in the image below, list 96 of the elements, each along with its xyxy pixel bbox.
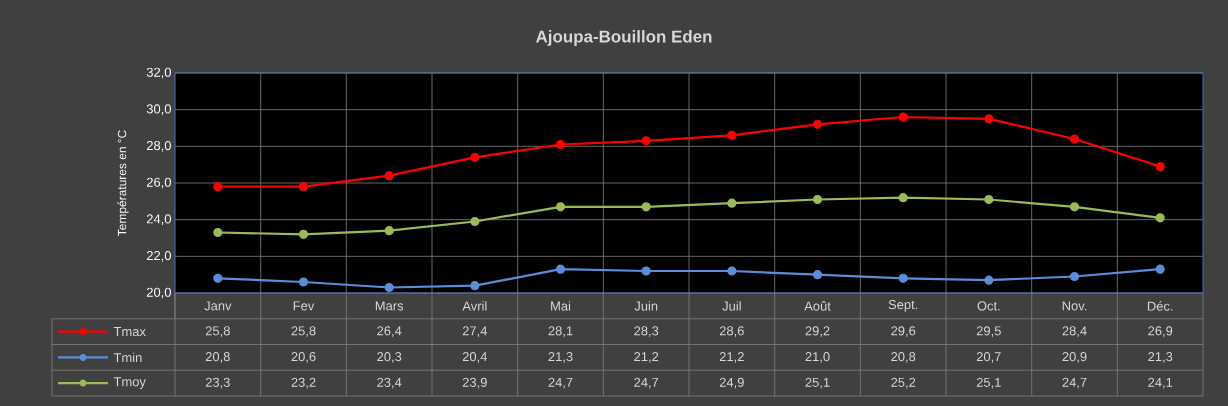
point xyxy=(1069,134,1080,144)
y-tick-label: 30,0 xyxy=(146,104,171,116)
data-label: 24,7 xyxy=(1062,377,1087,389)
point xyxy=(984,114,994,124)
data-label: 23,2 xyxy=(291,377,316,389)
point xyxy=(298,182,309,192)
x-tick-label: Fev xyxy=(293,301,315,311)
data-label: 24,9 xyxy=(719,377,744,389)
data-label: 23,3 xyxy=(205,377,230,389)
point xyxy=(555,264,566,274)
data-label: 23,9 xyxy=(462,377,487,389)
point xyxy=(1155,161,1165,172)
y-tick-label: 20,0 xyxy=(146,287,171,299)
point xyxy=(727,198,737,208)
data-label: 20,6 xyxy=(291,352,316,363)
x-tick-label: Janv xyxy=(204,301,232,311)
y-tick-label: 28,0 xyxy=(146,140,171,152)
data-label: 26,9 xyxy=(1148,326,1173,337)
point xyxy=(213,273,223,283)
data-label: 20,3 xyxy=(377,352,402,363)
data-label: 25,2 xyxy=(891,377,916,389)
x-tick-label: Oct. xyxy=(977,301,1000,311)
point xyxy=(812,194,823,205)
point xyxy=(298,229,309,239)
point xyxy=(727,130,737,140)
point xyxy=(984,194,994,205)
data-label: 20,9 xyxy=(1062,352,1087,363)
chart-title: Ajoupa-Bouillon Eden xyxy=(535,30,712,46)
data-label: 24,7 xyxy=(548,377,573,389)
x-tick-label: Juil xyxy=(722,301,741,311)
point xyxy=(812,119,823,129)
data-label: 21,0 xyxy=(805,352,830,363)
data-label: 21,2 xyxy=(634,352,659,363)
point xyxy=(641,266,651,276)
data-label: 27,4 xyxy=(462,326,488,337)
x-tick-label: Sept. xyxy=(888,300,918,312)
point xyxy=(470,281,480,291)
point xyxy=(213,182,223,192)
data-label: 29,2 xyxy=(805,326,830,337)
point xyxy=(555,139,566,150)
data-label: 20,8 xyxy=(891,352,916,363)
point xyxy=(898,112,908,122)
legend-label: Tmoy xyxy=(113,377,146,389)
data-label: 24,7 xyxy=(634,377,659,389)
data-label: 28,6 xyxy=(719,326,744,337)
x-tick-label: Mars xyxy=(375,301,404,311)
x-tick-label: Avril xyxy=(462,301,487,311)
point xyxy=(1155,264,1165,274)
point xyxy=(213,227,223,238)
data-label: 25,8 xyxy=(205,326,230,337)
point xyxy=(812,270,823,280)
data-label: 20,4 xyxy=(462,352,488,363)
point xyxy=(1069,202,1080,212)
point xyxy=(384,282,394,293)
data-label: 28,4 xyxy=(1062,326,1087,337)
x-tick-label: Juin xyxy=(634,301,658,311)
point xyxy=(641,136,651,146)
point xyxy=(727,266,737,276)
data-label: 24,1 xyxy=(1148,377,1173,389)
y-axis-title: Températures en °C xyxy=(117,130,129,236)
point xyxy=(555,202,566,212)
point xyxy=(898,273,908,283)
y-tick-label: 22,0 xyxy=(146,250,171,262)
x-tick-label: Nov. xyxy=(1062,301,1087,311)
point xyxy=(470,216,480,227)
y-tick-label: 32,0 xyxy=(146,67,171,79)
point xyxy=(1069,271,1080,282)
point xyxy=(470,152,480,162)
data-label: 28,3 xyxy=(634,326,659,337)
data-label: 25,1 xyxy=(976,377,1001,389)
data-label: 29,5 xyxy=(976,326,1001,337)
point xyxy=(384,226,394,236)
data-label: 26,4 xyxy=(377,326,402,337)
x-tick-label: Août xyxy=(804,301,831,311)
data-label: 25,1 xyxy=(805,377,830,389)
point xyxy=(384,171,394,181)
data-label: 21,3 xyxy=(548,352,573,363)
y-tick-label: 26,0 xyxy=(146,177,171,189)
x-tick-label: Mai xyxy=(551,301,571,311)
legend-label: Tmin xyxy=(113,352,142,363)
data-label: 21,3 xyxy=(1148,352,1173,363)
point xyxy=(298,277,309,287)
point xyxy=(1155,213,1165,223)
y-tick-label: 24,0 xyxy=(146,214,171,226)
x-tick-label: Déc. xyxy=(1147,301,1173,311)
data-label: 21,2 xyxy=(719,352,744,363)
point xyxy=(641,202,651,212)
data-label: 29,6 xyxy=(891,326,916,337)
legend-label: Tmax xyxy=(113,327,146,337)
data-label: 25,8 xyxy=(291,326,316,337)
data-label: 20,8 xyxy=(205,352,230,363)
data-label: 28,1 xyxy=(548,326,573,337)
point xyxy=(984,275,994,285)
point xyxy=(898,193,908,203)
data-label: 23,4 xyxy=(377,377,402,389)
data-label: 20,7 xyxy=(976,352,1001,363)
